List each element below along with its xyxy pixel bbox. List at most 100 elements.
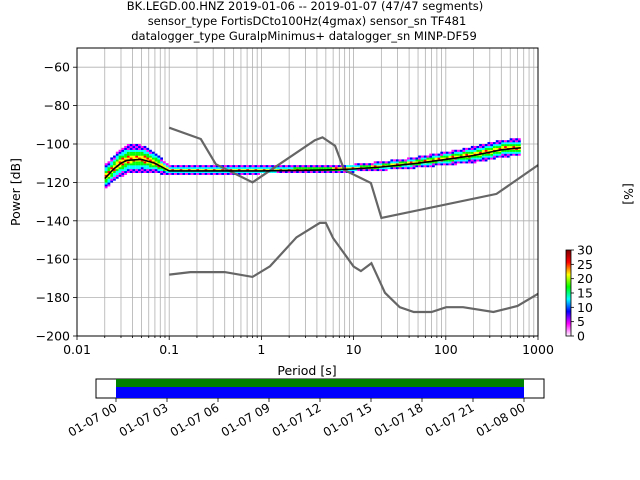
psd-cell <box>201 167 205 170</box>
psd-cell <box>420 157 424 160</box>
psd-cell <box>515 145 518 149</box>
psd-cell <box>251 167 255 170</box>
psd-cell <box>146 147 150 150</box>
psd-cell <box>185 167 188 170</box>
psd-cell <box>462 157 466 160</box>
psd-cell <box>432 161 435 164</box>
psd-cell <box>273 170 277 173</box>
psd-cell <box>248 167 252 170</box>
psd-cell <box>456 151 460 154</box>
psd-cell <box>379 161 383 164</box>
psd-cell <box>451 151 455 154</box>
psd-cell <box>132 167 136 170</box>
psd-cell <box>279 170 283 173</box>
psd-cell <box>426 165 430 168</box>
x-tick-label: 0.1 <box>159 342 179 357</box>
x-tick-label: 100 <box>434 342 458 357</box>
psd-cell <box>515 142 518 145</box>
psd-cell <box>470 155 474 158</box>
psd-cell <box>165 167 169 170</box>
psd-cell <box>235 168 238 172</box>
psd-cell <box>243 165 247 168</box>
psd-cell <box>260 165 263 168</box>
psd-cell <box>113 155 116 158</box>
psd-cell <box>487 142 491 145</box>
psd-cell <box>462 149 466 152</box>
psd-cell <box>276 170 280 173</box>
psd-cell <box>121 168 125 172</box>
psd-cell <box>199 172 202 175</box>
psd-cell <box>490 149 494 152</box>
psd-cell <box>315 165 319 168</box>
psd-cell <box>415 161 419 164</box>
psd-cell <box>265 165 269 168</box>
psd-cell <box>162 168 166 172</box>
psd-cell <box>412 159 416 162</box>
psd-cell <box>359 165 363 168</box>
psd-cell <box>182 172 186 175</box>
psd-cell <box>196 172 200 175</box>
psd-cell <box>207 167 211 170</box>
psd-cell <box>224 165 227 168</box>
psd-cell <box>110 157 114 160</box>
psd-cell <box>121 165 125 168</box>
psd-cell <box>321 167 324 170</box>
psd-cell <box>146 167 150 170</box>
psd-cell <box>484 153 488 156</box>
psd-cell <box>415 163 419 166</box>
psd-cell <box>445 151 449 154</box>
psd-cell <box>376 168 380 172</box>
psd-cell <box>495 142 499 145</box>
psd-cell <box>160 172 163 175</box>
psd-cell <box>104 182 108 185</box>
psd-cell <box>107 168 111 172</box>
psd-cell <box>493 145 496 149</box>
psd-cell <box>434 155 438 158</box>
psd-cell <box>434 153 438 156</box>
psd-cell <box>146 157 150 160</box>
psd-cell <box>104 174 108 177</box>
psd-cell <box>459 151 463 154</box>
psd-cell <box>370 168 374 172</box>
psd-cell <box>199 170 202 173</box>
psd-cell <box>113 170 116 173</box>
psd-cell <box>171 167 175 170</box>
psd-cell <box>387 161 391 164</box>
psd-cell <box>329 170 333 173</box>
psd-cell <box>346 165 349 168</box>
psd-cell <box>254 172 258 175</box>
psd-cell <box>126 163 130 166</box>
psd-cell <box>329 165 333 168</box>
psd-cell <box>138 157 141 160</box>
y-tick-label: −80 <box>44 98 70 113</box>
psd-cell <box>443 157 446 160</box>
psd-cell <box>473 151 477 154</box>
psd-cell <box>115 163 119 166</box>
psd-cell <box>215 168 219 172</box>
psd-cell <box>512 138 516 141</box>
colorbar-tick-label: 5 <box>577 314 585 329</box>
psd-cell <box>135 144 139 147</box>
coverage-data-bar <box>116 387 524 398</box>
psd-cell <box>124 167 127 170</box>
psd-cell <box>104 184 108 187</box>
psd-cell <box>246 168 249 172</box>
psd-cell <box>506 149 510 152</box>
psd-cell <box>493 142 496 145</box>
psd-cell <box>110 180 114 183</box>
psd-cell <box>257 167 261 170</box>
psd-cell <box>160 163 163 166</box>
coverage-tick-label: 01-07 09 <box>219 400 273 439</box>
psd-cell <box>498 144 502 147</box>
psd-cell <box>479 151 482 154</box>
x-axis-ticks: 0.01 0.1 1 10 100 1000 <box>63 336 554 357</box>
psd-cell <box>445 161 449 164</box>
psd-cell <box>254 170 258 173</box>
psd-cell <box>237 170 241 173</box>
psd-cell <box>368 163 371 166</box>
psd-cell <box>473 159 477 162</box>
psd-cell <box>226 167 230 170</box>
psd-cell <box>454 153 457 156</box>
psd-cell <box>193 172 197 175</box>
